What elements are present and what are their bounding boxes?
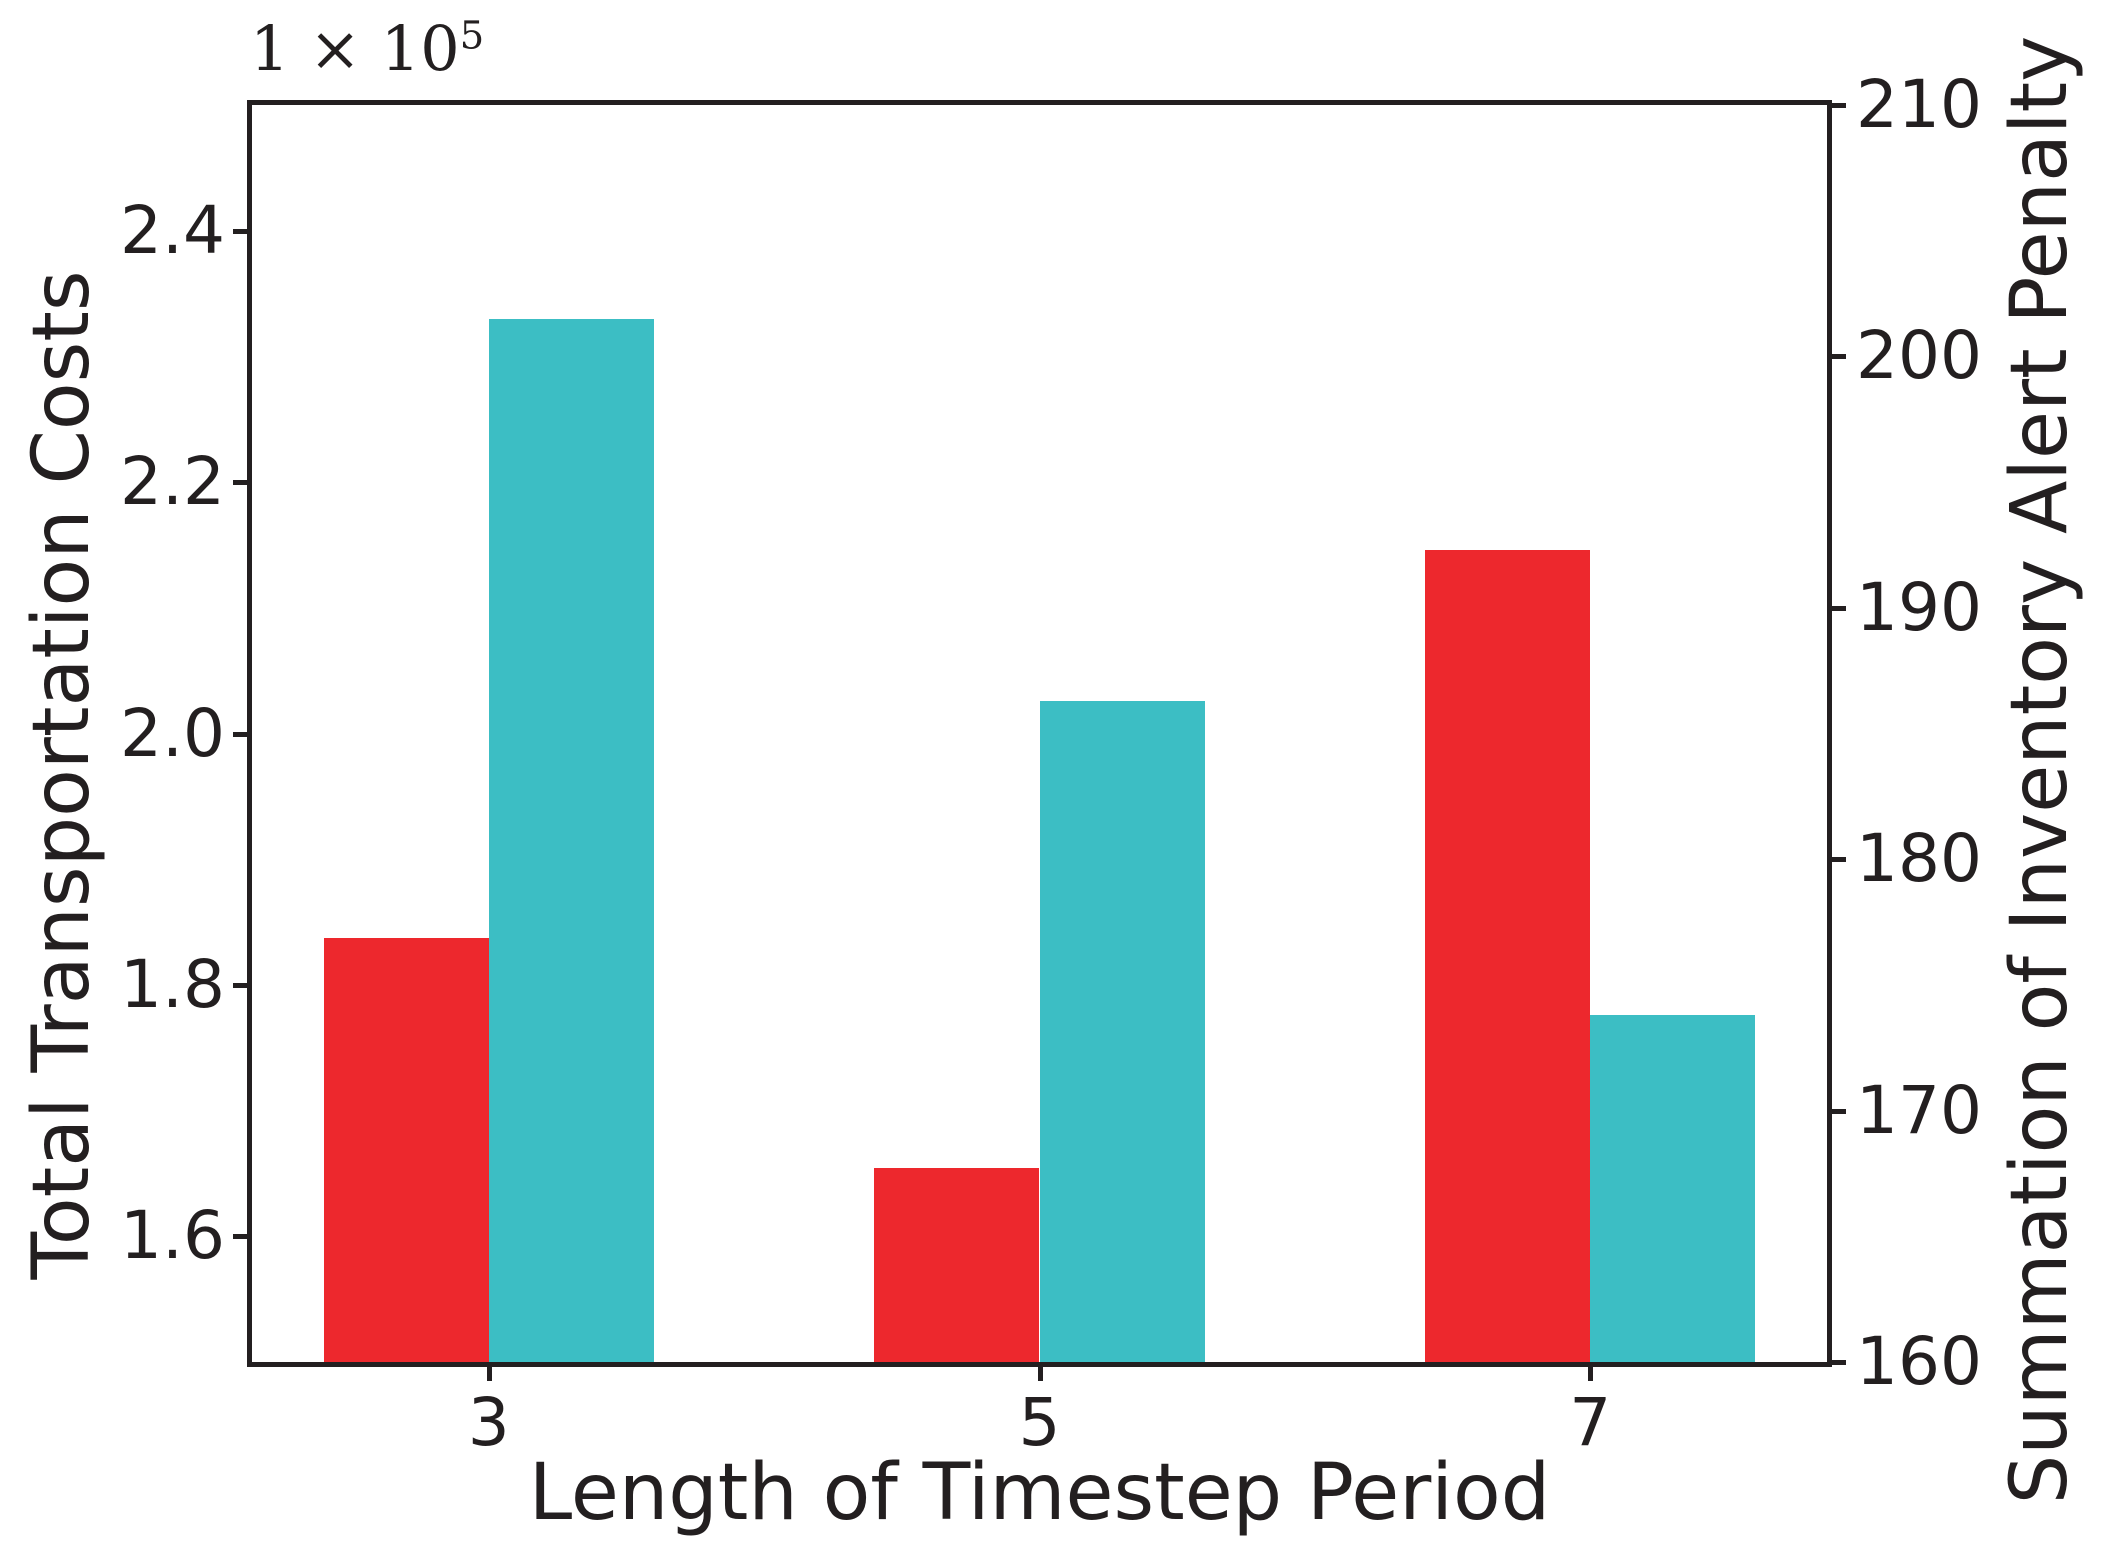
x-axis-tick-label: 5 (1018, 1384, 1061, 1461)
x-axis-tick-mark (486, 1367, 492, 1381)
left-axis-tick-label: 1.6 (120, 1197, 225, 1275)
bar-inventory-alert-penalty-3 (488, 318, 654, 1365)
bar-transportation-costs-3 (323, 938, 489, 1365)
left-axis-tick-mark (233, 982, 247, 988)
right-axis-tick-label: 190 (1856, 568, 1982, 646)
left-axis-tick-mark (233, 228, 247, 234)
x-axis-label: Length of Timestep Period (528, 1448, 1551, 1538)
x-axis-tick-mark (1037, 1367, 1043, 1381)
left-axis-tick-label: 2.4 (120, 191, 225, 269)
x-axis-tick-mark (1588, 1367, 1594, 1381)
left-axis-tick-mark (233, 480, 247, 486)
left-axis-tick-label: 1.8 (120, 945, 225, 1023)
right-axis-tick-label: 200 (1856, 317, 1982, 395)
right-axis-tick-mark (1832, 1360, 1846, 1365)
x-axis-tick-label: 3 (467, 1384, 510, 1461)
left-axis-tick-label: 2.2 (120, 443, 225, 521)
left-axis-tick-mark (233, 731, 247, 737)
bar-inventory-alert-penalty-7 (1590, 1015, 1756, 1365)
bar-transportation-costs-7 (1424, 549, 1591, 1365)
offset-base: 1 × 10 (250, 12, 460, 85)
right-axis-tick-label: 170 (1856, 1071, 1982, 1149)
offset-exponent: 5 (459, 13, 485, 59)
right-axis-tick-mark (1832, 1108, 1846, 1114)
left-axis-tick-mark (233, 1234, 247, 1240)
left-axis-offset-text: 1 × 105 (250, 16, 484, 82)
right-axis-tick-mark (1832, 103, 1846, 108)
x-axis-tick-label: 7 (1569, 1384, 1612, 1461)
right-axis-tick-label: 210 (1856, 66, 1982, 143)
right-axis-tick-mark (1832, 605, 1846, 611)
bar-transportation-costs-5 (874, 1168, 1040, 1365)
right-axis-tick-label: 180 (1856, 820, 1982, 898)
right-axis-tick-mark (1832, 354, 1846, 360)
left-axis-tick-label: 2.0 (120, 694, 225, 772)
right-axis-tick-label: 160 (1856, 1323, 1982, 1400)
right-axis-tick-mark (1832, 857, 1846, 863)
bar-inventory-alert-penalty-5 (1039, 700, 1205, 1365)
